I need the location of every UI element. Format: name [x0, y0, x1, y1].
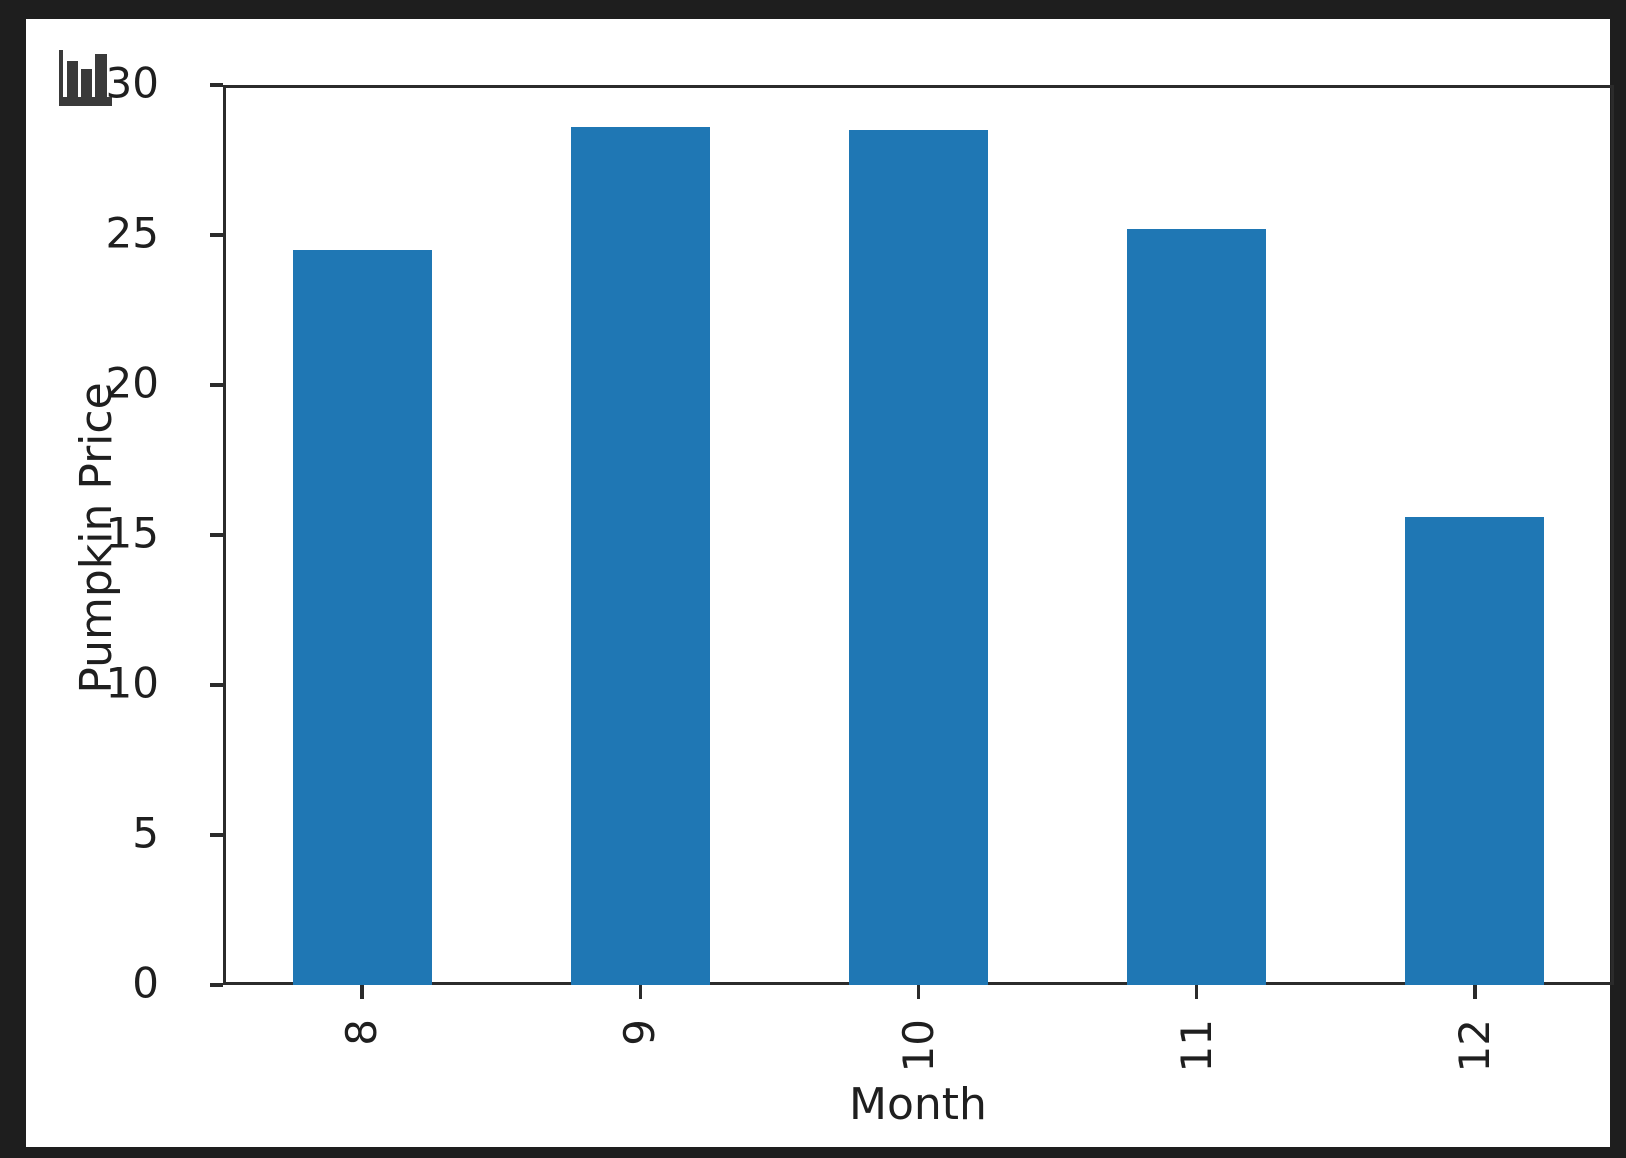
- x-tick-label: 8: [337, 1019, 387, 1046]
- bar-chart-icon: [59, 50, 112, 106]
- x-tick-mark: [1194, 985, 1199, 999]
- y-tick-mark: [210, 833, 223, 837]
- bar-month-10: [848, 130, 989, 985]
- x-tick-label: 12: [1449, 1019, 1499, 1073]
- y-tick-label: 0: [132, 958, 159, 1008]
- x-tick-mark: [360, 985, 364, 999]
- figure-panel: 8 9 10 11 12 0 5 10 15 20 25 30 Month Pumpkin Price: [26, 19, 1614, 1147]
- y-tick-label: 25: [105, 208, 159, 258]
- y-tick-label: 15: [105, 508, 159, 558]
- y-tick-mark: [210, 383, 223, 387]
- bar-month-12: [1405, 517, 1545, 985]
- x-tick-label: 11: [1171, 1019, 1221, 1073]
- bar-month-8: [292, 250, 432, 985]
- bar-month-11: [1127, 229, 1267, 985]
- y-tick-label: 5: [132, 808, 159, 858]
- x-tick-mark: [638, 985, 643, 999]
- y-tick-mark: [210, 233, 223, 237]
- y-tick-mark: [210, 683, 223, 687]
- x-axis-label: Month: [849, 1079, 987, 1130]
- x-tick-label: 10: [893, 1019, 943, 1073]
- y-tick-mark: [210, 83, 223, 87]
- bar-month-9: [570, 127, 710, 985]
- y-tick-label: 30: [105, 58, 159, 108]
- x-tick-mark: [1473, 985, 1477, 999]
- x-tick-mark: [916, 985, 921, 999]
- x-tick-label: 9: [615, 1019, 665, 1046]
- y-axis-label: Pumpkin Price: [71, 382, 122, 694]
- y-tick-label: 20: [105, 358, 159, 408]
- y-tick-label: 10: [105, 658, 159, 708]
- y-tick-mark: [210, 983, 223, 987]
- y-tick-mark: [210, 533, 223, 537]
